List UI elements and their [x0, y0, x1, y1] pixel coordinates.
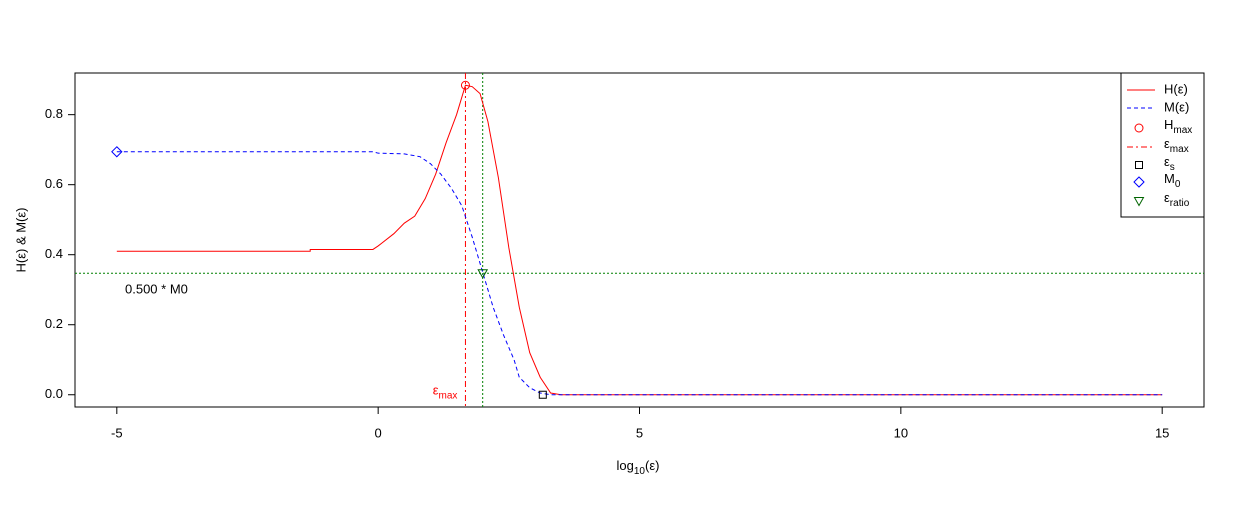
marker-circle: [460, 80, 470, 90]
x-axis-title-rest: (ε): [645, 458, 659, 473]
x-tick-label: 5: [636, 425, 643, 440]
legend-label-main: ε: [1164, 154, 1170, 169]
v-reference-label-sub: max: [439, 390, 458, 401]
marker-triangle: [477, 269, 489, 279]
legend-symbol: [1133, 197, 1145, 207]
x-axis-title-main: log: [617, 458, 634, 473]
legend-label-sub: s: [1170, 162, 1175, 173]
legend-label: Hmax: [1164, 117, 1192, 135]
legend-box: [1120, 72, 1205, 218]
x-tick-label: -5: [111, 425, 123, 440]
legend-label: H(ε): [1164, 81, 1188, 96]
legend-label-main: ε: [1164, 190, 1170, 205]
legend-label-sub: max: [1173, 125, 1192, 136]
legend-label: εmax: [1164, 136, 1189, 154]
x-axis-title-sub: 10: [634, 466, 646, 477]
legend-label-main: M: [1164, 171, 1175, 186]
legend-label: M0: [1164, 171, 1181, 189]
x-axis-title: log10(ε): [617, 458, 660, 476]
v-reference-label-main: ε: [433, 383, 439, 398]
legend-label: εratio: [1164, 190, 1190, 208]
legend-label: M(ε): [1164, 99, 1189, 114]
y-tick-label: 0.0: [45, 386, 63, 401]
marker-square: [538, 390, 547, 399]
legend-symbol: [1133, 176, 1145, 188]
v-reference-label: εmax: [433, 383, 458, 401]
legend-symbol: [1134, 123, 1144, 133]
legend-label: εs: [1164, 154, 1175, 172]
y-tick-label: 0.2: [45, 316, 63, 331]
legend-label-main: H: [1164, 117, 1173, 132]
y-tick-label: 0.4: [45, 246, 63, 261]
legend-symbol: [1135, 161, 1143, 169]
plot-frame: [74, 72, 1205, 408]
x-tick-label: 10: [894, 425, 908, 440]
y-tick-label: 0.6: [45, 176, 63, 191]
x-tick-label: 15: [1155, 425, 1169, 440]
y-axis-title: H(ε) & M(ε): [13, 207, 28, 272]
legend-label-main: ε: [1164, 136, 1170, 151]
series-line: [116, 151, 1163, 396]
legend-label-sub: 0: [1175, 179, 1181, 190]
h-reference-label: 0.500 * M0: [125, 282, 188, 297]
marker-diamond: [111, 146, 123, 158]
y-tick-label: 0.8: [45, 106, 63, 121]
legend-label-sub: ratio: [1170, 198, 1190, 209]
legend-label-sub: max: [1170, 144, 1189, 155]
series-line: [116, 84, 1163, 396]
x-tick-label: 0: [375, 425, 382, 440]
